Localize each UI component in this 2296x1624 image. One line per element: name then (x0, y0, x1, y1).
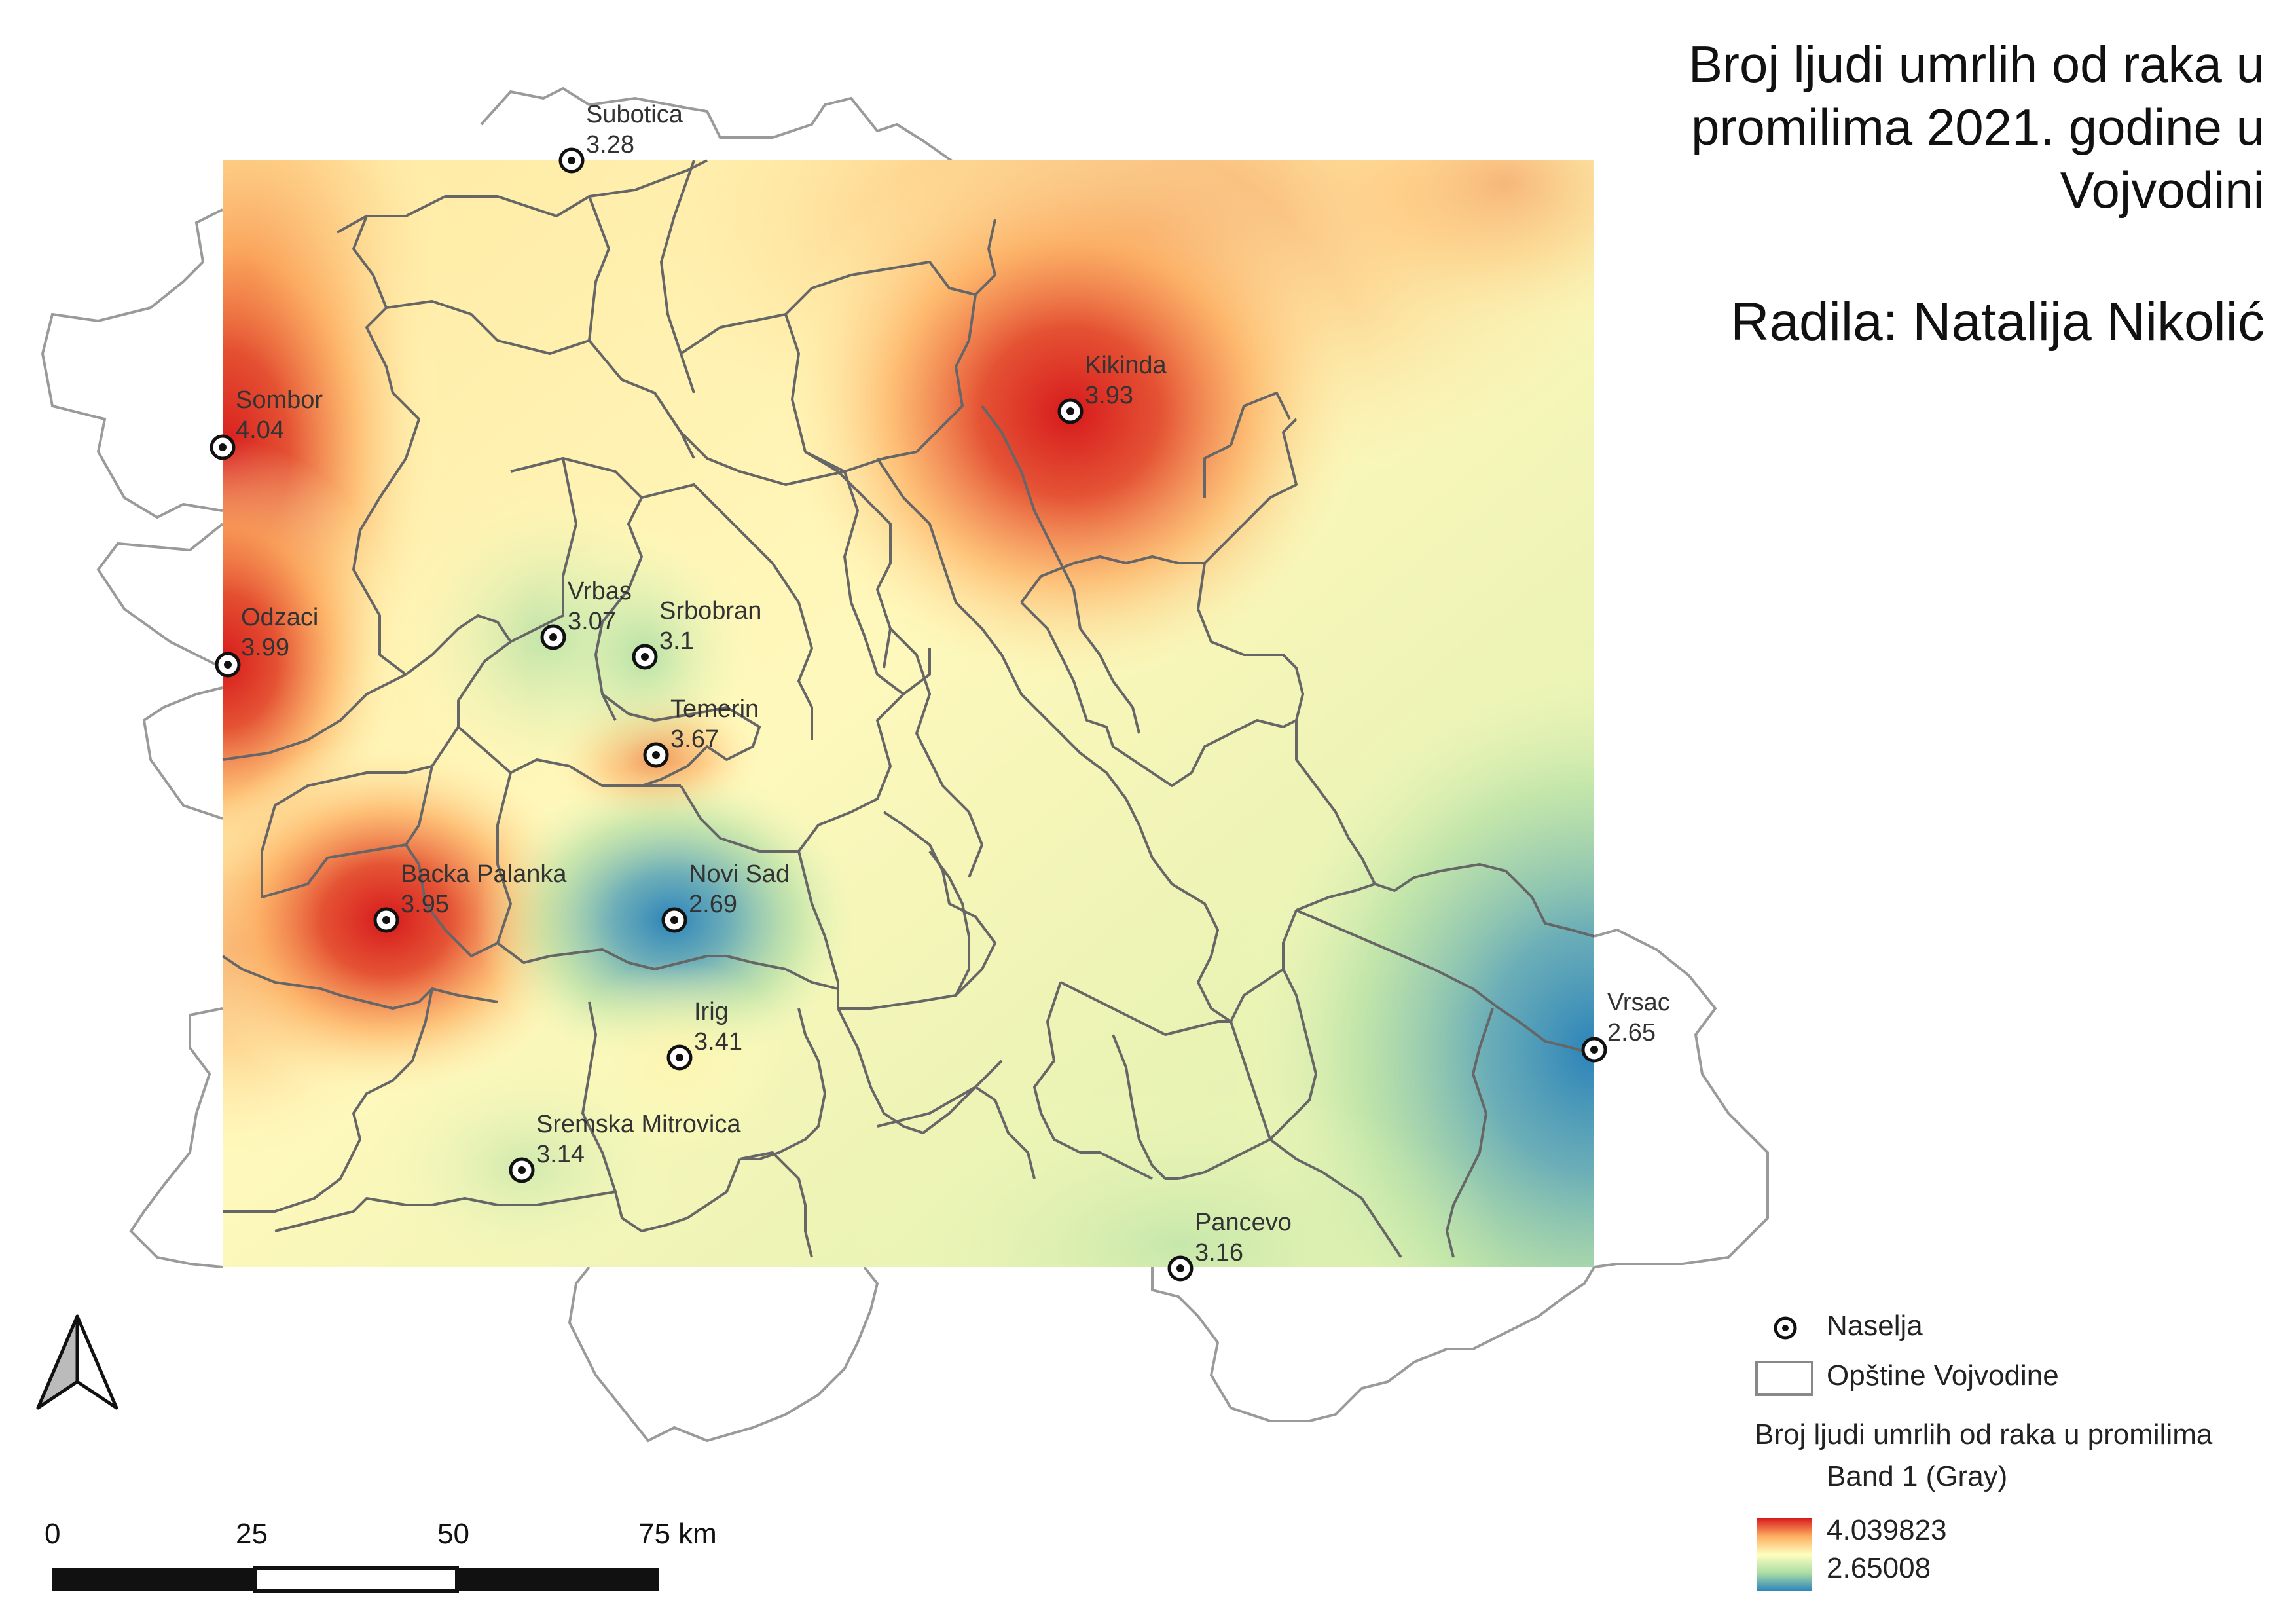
town-name-label: Novi Sad (689, 860, 790, 888)
town-vrbas: Vrbas 3.07 (540, 578, 632, 650)
legend-symbols (1755, 1316, 1813, 1591)
town-marker-dot (518, 1166, 526, 1174)
town-marker-dot (652, 751, 660, 759)
town-value-label: 3.07 (568, 608, 616, 635)
town-vrsac: Vrsac 2.65 (1581, 989, 1670, 1063)
legend-band-label: Band 1 (Gray) (1827, 1460, 2008, 1492)
town-marker-dot (676, 1054, 683, 1061)
town-pancevo: Pancevo 3.16 (1167, 1209, 1292, 1282)
scale-tick-75: 75 km (638, 1518, 717, 1550)
legend-max-value: 4.039823 (1827, 1514, 1947, 1546)
town-name-label: Sombor (236, 386, 323, 414)
town-name-label: Temerin (670, 695, 759, 723)
map-title: Broj ljudi umrlih od raka u promilima 20… (1688, 35, 2265, 219)
town-kikinda: Kikinda 3.93 (1057, 352, 1167, 424)
scale-tick-0: 0 (45, 1518, 61, 1550)
scale-tick-50: 50 (437, 1518, 469, 1550)
town-name-label: Kikinda (1085, 352, 1167, 379)
town-name-label: Odzaci (241, 604, 318, 631)
legend-min-value: 2.65008 (1827, 1552, 1931, 1584)
town-temerin: Temerin 3.67 (643, 695, 759, 768)
town-marker-dot (670, 916, 678, 924)
town-value-label: 3.95 (401, 891, 449, 918)
town-odzaci: Odzaci 3.99 (215, 604, 318, 678)
town-value-label: 3.41 (694, 1028, 742, 1056)
town-value-label: 2.65 (1607, 1019, 1656, 1046)
town-value-label: 3.67 (670, 726, 719, 753)
town-name-label: Vrsac (1607, 989, 1670, 1016)
town-value-label: 4.04 (236, 416, 284, 444)
town-marker-dot (224, 661, 232, 669)
town-name-label: Backa Palanka (401, 860, 567, 888)
legend-municipalities-label: Opštine Vojvodine (1827, 1359, 2059, 1392)
town-backa-palanka: Backa Palanka 3.95 (373, 860, 567, 933)
scale-tick-25: 25 (236, 1518, 268, 1550)
town-name-label: Subotica (586, 101, 683, 128)
legend-raster-title: Broj ljudi umrlih od raka u promilima (1755, 1418, 2213, 1450)
town-value-label: 2.69 (689, 891, 737, 918)
heatmap-raster (223, 160, 1594, 1267)
town-value-label: 3.99 (241, 634, 289, 661)
town-irig: Irig 3.41 (666, 998, 742, 1071)
town-marker-dot (641, 653, 649, 661)
town-subotica: Subotica 3.28 (558, 101, 683, 174)
town-name-label: Pancevo (1195, 1209, 1292, 1236)
town-name-label: Vrbas (568, 578, 632, 605)
town-value-label: 3.28 (586, 131, 634, 158)
town-marker-dot (1590, 1046, 1598, 1054)
town-marker-dot (1066, 407, 1074, 415)
town-marker-dot (1176, 1264, 1184, 1272)
town-name-label: Sremska Mitrovica (536, 1111, 741, 1138)
town-value-label: 3.93 (1085, 382, 1133, 409)
town-name-label: Irig (694, 998, 729, 1025)
municipality-boundaries (221, 159, 1595, 1259)
town-sremska-mitrovica: Sremska Mitrovica 3.14 (509, 1111, 741, 1183)
province-outline (41, 86, 1769, 1443)
north-arrow-icon (36, 1314, 118, 1410)
town-marker-dot (382, 916, 390, 924)
scale-bar (52, 1566, 659, 1593)
town-marker-dot (219, 443, 227, 451)
town-value-label: 3.1 (659, 627, 694, 655)
town-name-label: Srbobran (659, 597, 761, 625)
map-author: Radila: Natalija Nikolić (1730, 292, 2265, 352)
town-novi-sad: Novi Sad 2.69 (661, 860, 790, 933)
town-value-label: 3.16 (1195, 1239, 1243, 1266)
town-marker-dot (568, 157, 575, 164)
town-value-label: 3.14 (536, 1141, 585, 1168)
town-marker-dot (549, 633, 557, 641)
legend-points-label: Naselja (1827, 1310, 1923, 1342)
